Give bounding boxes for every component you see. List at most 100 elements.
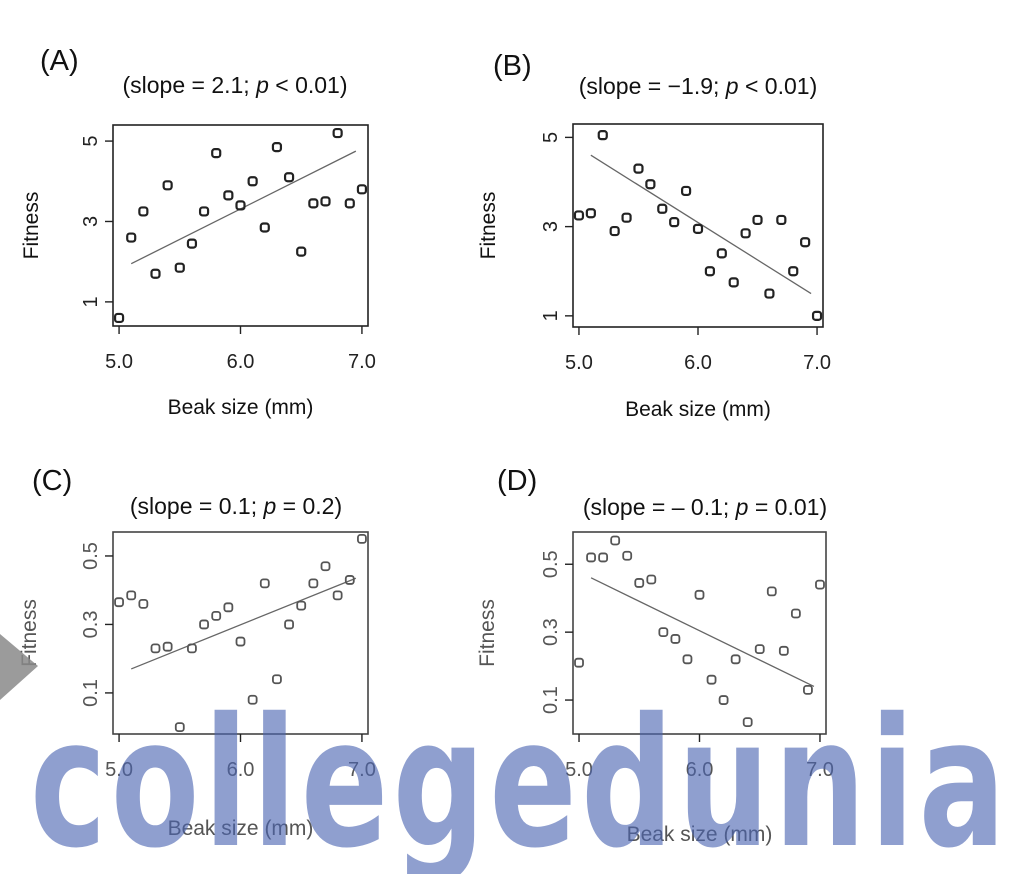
data-point: [308, 198, 319, 209]
x-tick-label: 7.0: [806, 759, 834, 781]
data-point: [752, 214, 763, 226]
data-point: [271, 142, 283, 153]
data-point: [113, 312, 125, 324]
data-point: [162, 641, 173, 652]
data-point: [633, 163, 644, 174]
data-point: [766, 586, 777, 597]
data-point: [296, 600, 307, 611]
data-point: [728, 277, 739, 288]
panel-label: (C): [32, 465, 72, 497]
data-point: [718, 695, 729, 705]
panel-b: (B) (slope = −1.9; p < 0.01) 5.0 6.0 7.0 1 3 5 F…: [477, 50, 831, 421]
y-tick-label: 0.3: [540, 618, 562, 646]
data-point: [272, 674, 282, 685]
data-point: [320, 196, 331, 207]
data-point: [357, 533, 367, 544]
data-point: [597, 130, 608, 141]
data-point: [740, 228, 751, 239]
data-point: [706, 674, 717, 685]
data-point: [284, 619, 294, 630]
data-point: [586, 552, 596, 563]
data-point: [126, 590, 137, 601]
x-tick-label: 5.0: [105, 351, 133, 373]
x-tick-label: 6.0: [227, 759, 255, 781]
x-axis-title: Beak size (mm): [625, 398, 771, 421]
panel-subtitle: (slope = 2.1; p < 0.01): [122, 72, 347, 98]
y-tick-label: 0.5: [80, 542, 102, 570]
data-point: [704, 266, 716, 277]
data-point: [742, 717, 753, 728]
data-point: [223, 602, 234, 613]
y-tick-label: 1: [540, 310, 562, 321]
data-point: [320, 561, 331, 572]
data-point: [657, 203, 668, 214]
data-point: [682, 654, 693, 665]
data-point: [790, 608, 801, 619]
data-point: [670, 634, 681, 644]
x-tick-label: 5.0: [565, 352, 593, 374]
data-point: [692, 223, 704, 234]
x-tick-label: 6.0: [686, 759, 714, 781]
y-tick-label: 1: [80, 296, 102, 307]
data-point: [803, 684, 813, 695]
panel-label: (A): [40, 45, 79, 77]
y-tick-label: 0.5: [540, 550, 562, 578]
y-axis-title: Fitness: [20, 192, 43, 260]
data-point: [332, 590, 343, 601]
data-point: [162, 180, 173, 191]
panel-label: (B): [493, 50, 532, 82]
data-point: [573, 210, 585, 221]
panel-subtitle: (slope = −1.9; p < 0.01): [579, 73, 817, 99]
x-tick-label: 7.0: [348, 759, 376, 781]
panel-label: (D): [497, 465, 537, 497]
regression-line: [130, 577, 357, 670]
data-point: [764, 288, 775, 299]
data-point: [610, 535, 621, 546]
data-point: [694, 589, 705, 600]
x-tick-label: 7.0: [348, 351, 376, 373]
panel-a: (A) (slope = 2.1; p < 0.01) 5.0 6.0 7.0 1 3 5 Fi…: [20, 45, 376, 419]
plot-frame: [112, 124, 369, 327]
x-tick-label: 7.0: [803, 352, 831, 374]
data-point: [235, 200, 246, 211]
x-axis-title: Beak size (mm): [627, 823, 773, 846]
y-axis-title: Fitness: [18, 599, 41, 667]
data-point: [296, 246, 307, 257]
data-point: [598, 552, 609, 563]
data-point: [344, 198, 355, 209]
y-tick-label: 5: [80, 136, 102, 147]
data-point: [199, 619, 209, 630]
data-point: [283, 172, 295, 183]
data-point: [800, 237, 811, 248]
data-point: [114, 597, 124, 608]
data-point: [754, 644, 765, 655]
data-point: [138, 206, 149, 217]
data-point: [645, 179, 656, 190]
data-point: [187, 643, 197, 654]
data-point: [658, 627, 669, 638]
data-point: [174, 262, 185, 273]
data-point: [680, 185, 692, 197]
data-point: [126, 232, 137, 243]
y-tick-label: 0.1: [80, 679, 102, 707]
data-point: [235, 636, 246, 647]
play-arrow-icon: [0, 634, 38, 700]
data-point: [646, 574, 657, 585]
panel-d: (D) (slope = – 0.1; p = 0.01) 5.0 6.0 7.0 0.1…: [476, 465, 834, 846]
data-point: [259, 222, 270, 233]
data-point: [778, 645, 789, 656]
y-tick-label: 5: [540, 132, 562, 143]
x-tick-label: 5.0: [565, 759, 593, 781]
data-point: [259, 578, 270, 589]
data-point: [811, 310, 823, 321]
data-point: [574, 657, 584, 668]
y-axis-title: Fitness: [477, 192, 500, 260]
data-point: [186, 238, 198, 249]
y-tick-label: 0.1: [540, 686, 562, 714]
data-point: [308, 578, 319, 589]
data-point: [815, 579, 825, 590]
data-point: [634, 578, 645, 588]
x-tick-label: 6.0: [227, 351, 255, 373]
data-point: [669, 217, 680, 228]
